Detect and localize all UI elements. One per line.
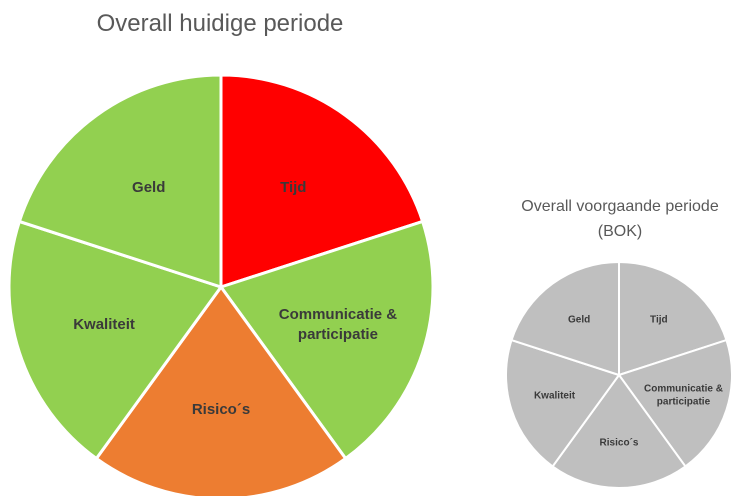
chart-title: Overall voorgaande periode (BOK) (521, 198, 719, 240)
chart-title: Overall huidige periode (96, 10, 344, 37)
pie-slice (17, 73, 223, 290)
pie-slice (219, 73, 425, 290)
slice-label: Geld (568, 314, 591, 326)
pie-slice (218, 219, 435, 461)
pie-slice (505, 338, 621, 468)
slice-label: Risico´s (191, 400, 251, 418)
pie-slice (551, 373, 687, 489)
slice-label: Geld (132, 178, 166, 196)
pie-slice (94, 284, 348, 496)
slice-label: Communicatie & participatie (278, 305, 398, 343)
pie-slice (618, 260, 728, 377)
pie-slice (617, 338, 733, 468)
slice-label: Tijd (280, 178, 307, 196)
slice-label: Kwaliteit (533, 390, 576, 402)
slice-label: Risico´s (599, 437, 639, 449)
slice-label: Kwaliteit (73, 315, 135, 333)
slice-label: Tijd (650, 314, 668, 326)
pie-slice (7, 219, 224, 461)
pie-slice (510, 260, 620, 377)
slice-label: Communicatie & participatie (644, 383, 723, 408)
